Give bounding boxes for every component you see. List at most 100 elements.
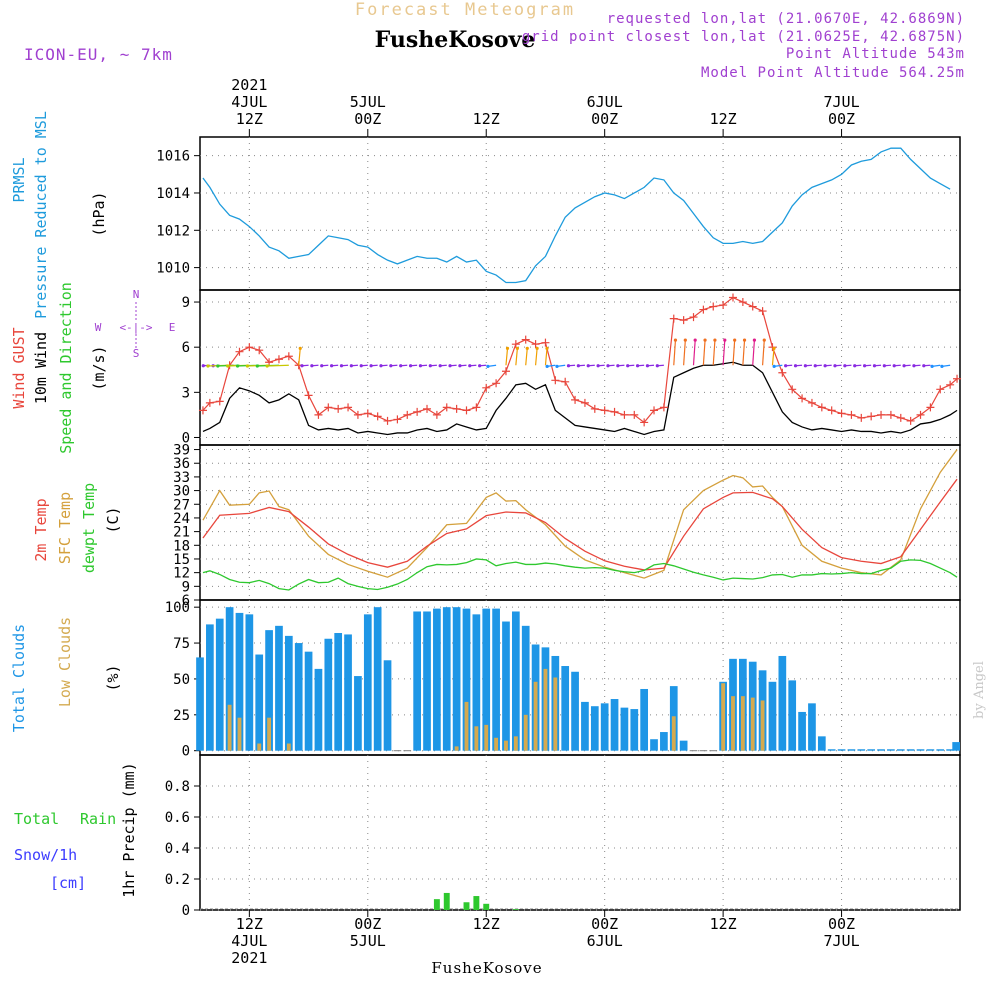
gust-marker xyxy=(373,412,382,421)
wind-arrow-head xyxy=(349,364,353,368)
wind-direction-arrow xyxy=(505,348,509,366)
y-tick-label: 24 xyxy=(173,511,190,527)
wind-arrow-head xyxy=(772,364,776,368)
wind-panel: Wind GUST 10m Wind Speed and Direction (… xyxy=(10,282,962,454)
pressure-label-2: Pressure Reduced to MSL xyxy=(32,111,50,319)
wind-arrow-head xyxy=(723,338,727,342)
gust-marker xyxy=(699,305,708,314)
gust-marker xyxy=(344,403,353,412)
total-cloud-bar xyxy=(472,614,481,751)
total-cloud-bar xyxy=(778,655,787,751)
total-cloud-bar xyxy=(620,707,629,751)
wind-arrow-head xyxy=(713,338,717,342)
total-cloud-bar xyxy=(225,607,234,751)
gust-marker xyxy=(501,367,510,376)
total-cloud-bar xyxy=(314,668,323,751)
compass-e: E xyxy=(169,321,176,334)
gust-marker xyxy=(472,403,481,412)
wind-arrow-head xyxy=(265,364,269,368)
y-tick-label: 25 xyxy=(173,708,190,724)
total-cloud-bar xyxy=(660,732,668,751)
total-cloud-bar xyxy=(817,736,826,751)
wind-arrow-head xyxy=(418,364,423,368)
precip-unit-label: 1hr Precip (mm) xyxy=(120,762,138,897)
total-cloud-bar xyxy=(502,621,510,751)
wind-direction-arrow xyxy=(525,348,528,366)
total-cloud-bar xyxy=(423,611,431,751)
requested-point: requested lon,lat (21.0670E, 42.6869N) xyxy=(607,11,965,27)
bottom-time-label: 7JUL xyxy=(823,932,859,950)
bottom-time-label: 00Z xyxy=(354,915,381,933)
wind-arrow-head xyxy=(245,364,250,368)
total-cloud-bar xyxy=(571,671,579,751)
wind-arrow-head xyxy=(733,338,737,342)
gust-marker xyxy=(867,412,876,421)
total-cloud-bar xyxy=(808,703,816,751)
gust-marker xyxy=(837,409,846,418)
wind-direction-arrow xyxy=(702,340,706,366)
y-tick-label: 6 xyxy=(182,593,190,609)
gust-marker xyxy=(205,398,214,407)
gust-marker xyxy=(531,340,540,349)
wind-arrow-head xyxy=(369,364,373,368)
gust-marker xyxy=(215,397,224,406)
gust-marker xyxy=(807,398,816,407)
compass-rose: N S W E <-|-> xyxy=(95,288,176,360)
gust-marker xyxy=(719,301,728,310)
pressure-label-1: PRMSL xyxy=(10,157,28,202)
top-time-label: 4JUL xyxy=(231,93,267,111)
total-cloud-bar xyxy=(373,607,382,751)
total-cloud-bar xyxy=(827,749,836,751)
point-altitude: Point Altitude 543m xyxy=(786,46,965,62)
wind-arrow-head xyxy=(626,364,630,368)
wind-arrow-head xyxy=(428,364,432,368)
low-cloud-bar xyxy=(227,704,232,751)
wind-arrow-head xyxy=(408,364,413,368)
gust-marker xyxy=(640,418,649,427)
wind-arrow-head xyxy=(703,338,707,342)
gust-marker xyxy=(709,302,718,311)
total-cloud-bar xyxy=(630,709,639,751)
total-cloud-bar xyxy=(887,749,895,751)
wind-arrow-head xyxy=(339,364,344,368)
gust-marker xyxy=(827,406,836,415)
y-tick-label: 36 xyxy=(173,456,190,472)
panel-frame xyxy=(199,136,961,291)
low-cloud-bar xyxy=(513,736,518,751)
gust-marker xyxy=(304,391,313,400)
y-tick-label: 0.6 xyxy=(165,810,190,826)
total-cloud-bar xyxy=(442,607,451,751)
wind-arrow-head xyxy=(206,364,210,368)
wind-arrow-head xyxy=(216,364,220,368)
gust-marker xyxy=(650,406,659,415)
gust-marker xyxy=(245,343,254,352)
wind-arrow-head xyxy=(486,364,490,368)
gust-marker xyxy=(423,404,432,413)
precip-snow-unit: [cm] xyxy=(50,874,86,892)
total-cloud-bar xyxy=(363,614,372,751)
grid-point: grid point closest lon,lat (21.0625E, 42… xyxy=(522,29,965,45)
y-tick-label: 3 xyxy=(182,385,190,401)
pressure-unit: (hPa) xyxy=(90,191,108,236)
bottom-time-label: 12Z xyxy=(473,915,500,933)
bottom-time-label: 00Z xyxy=(828,915,855,933)
y-tick-label: 9 xyxy=(182,295,190,311)
gust-marker xyxy=(953,374,962,383)
wind-arrow-head xyxy=(940,364,944,368)
total-cloud-bar xyxy=(452,607,461,751)
top-time-label: 00Z xyxy=(354,110,381,128)
panel-frame xyxy=(199,754,961,911)
total-cloud-bar xyxy=(206,624,214,751)
gust-marker xyxy=(620,410,629,419)
total-cloud-bar xyxy=(196,657,204,751)
top-time-label: 7JUL xyxy=(823,93,859,111)
gust-marker xyxy=(413,407,422,416)
top-time-label: 2021 xyxy=(231,76,267,94)
y-tick-label: 33 xyxy=(173,470,190,486)
wind-direction-arrow xyxy=(752,340,756,366)
wind-arrow-head xyxy=(359,364,363,368)
wind-arrow-head xyxy=(882,364,886,368)
total-cloud-bar xyxy=(926,749,935,751)
wind-arrow-head xyxy=(535,346,539,350)
bottom-time-label: 6JUL xyxy=(587,932,623,950)
